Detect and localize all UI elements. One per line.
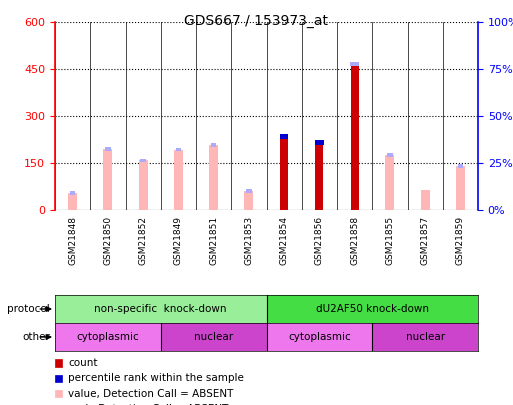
- Bar: [161, 323, 266, 351]
- Bar: [280, 134, 288, 139]
- Bar: [55, 323, 161, 351]
- Text: protocol: protocol: [7, 304, 50, 314]
- Bar: [55, 295, 266, 323]
- Text: percentile rank within the sample: percentile rank within the sample: [68, 373, 244, 384]
- Text: cytoplasmic: cytoplasmic: [288, 332, 351, 342]
- Text: rank, Detection Call = ABSENT: rank, Detection Call = ABSENT: [68, 404, 229, 405]
- Bar: [104, 149, 112, 210]
- Bar: [141, 159, 146, 162]
- Bar: [70, 191, 75, 195]
- Bar: [315, 145, 323, 210]
- Bar: [105, 147, 110, 151]
- Bar: [350, 62, 359, 66]
- Bar: [68, 193, 77, 210]
- Text: dU2AF50 knock-down: dU2AF50 knock-down: [315, 304, 429, 314]
- Bar: [245, 191, 253, 210]
- Text: value, Detection Call = ABSENT: value, Detection Call = ABSENT: [68, 389, 234, 399]
- Bar: [458, 164, 463, 168]
- Text: nuclear: nuclear: [406, 332, 445, 342]
- Bar: [176, 148, 181, 151]
- Bar: [350, 62, 359, 66]
- Text: other: other: [22, 332, 50, 342]
- Bar: [139, 160, 148, 210]
- Text: count: count: [68, 358, 98, 368]
- Bar: [351, 66, 359, 210]
- Bar: [246, 189, 251, 193]
- Text: non-specific  knock-down: non-specific knock-down: [94, 304, 227, 314]
- Text: cytoplasmic: cytoplasmic: [76, 332, 139, 342]
- Bar: [372, 323, 478, 351]
- Bar: [266, 295, 478, 323]
- Text: nuclear: nuclear: [194, 332, 233, 342]
- Bar: [456, 166, 465, 210]
- Bar: [315, 141, 324, 145]
- Bar: [280, 139, 288, 210]
- Bar: [387, 153, 392, 157]
- Bar: [421, 190, 429, 210]
- Bar: [209, 145, 218, 210]
- Bar: [266, 323, 372, 351]
- Bar: [385, 155, 394, 210]
- Bar: [211, 143, 216, 147]
- Text: GDS667 / 153973_at: GDS667 / 153973_at: [185, 14, 328, 28]
- Bar: [174, 149, 183, 210]
